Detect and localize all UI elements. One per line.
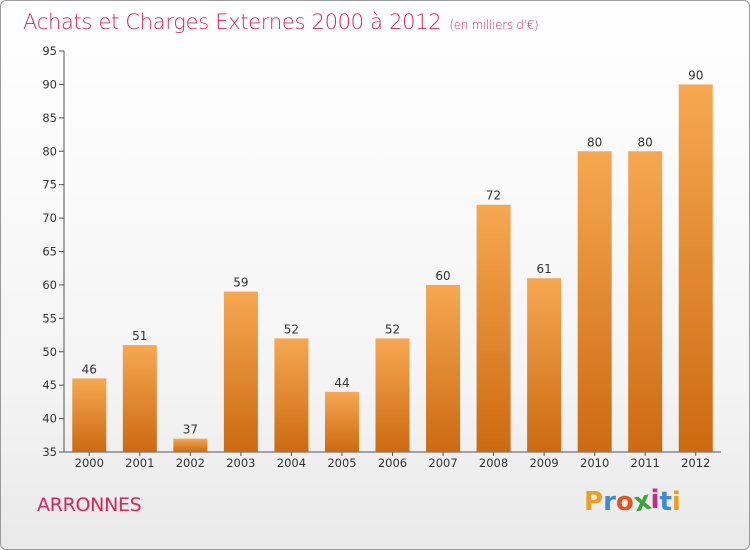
bar-2002 — [173, 438, 208, 452]
x-tick-label: 2007 — [428, 456, 457, 470]
chart-bars: 46 51 37 59 52 44 52 60 72 61 80 80 90 — [72, 68, 713, 453]
bar-2011 — [628, 151, 663, 452]
x-tick-label: 2012 — [681, 456, 710, 470]
y-tick-label: 65 — [42, 245, 57, 259]
bar-value-label: 61 — [536, 262, 551, 276]
x-tick-label: 2005 — [327, 456, 356, 470]
x-tick-label: 2006 — [378, 456, 407, 470]
bar-value-label: 72 — [486, 189, 501, 203]
chart-title: Achats et Charges Externes 2000 à 2012 (e… — [23, 7, 539, 37]
bar-2004 — [274, 338, 309, 452]
bar-value-label: 37 — [183, 423, 198, 437]
bar-2000 — [72, 378, 107, 452]
y-tick-label: 95 — [42, 44, 57, 58]
bar-value-label: 51 — [132, 329, 147, 343]
y-tick-label: 40 — [42, 412, 57, 426]
x-tick-label: 2000 — [75, 456, 104, 470]
bar-2001 — [122, 345, 157, 452]
x-tick-label: 2003 — [226, 456, 255, 470]
bar-value-label: 80 — [638, 135, 653, 149]
x-tick-label: 2011 — [631, 456, 660, 470]
y-tick-label: 85 — [42, 111, 57, 125]
x-tick-label: 2001 — [125, 456, 154, 470]
bar-2009 — [527, 278, 562, 452]
y-tick-label: 45 — [42, 378, 57, 392]
bar-2008 — [476, 204, 511, 452]
logo-letter: r — [603, 487, 616, 517]
bar-value-label: 90 — [688, 68, 703, 82]
y-tick-label: 35 — [42, 445, 57, 459]
bar-value-label: 46 — [82, 362, 97, 376]
y-tick-label: 90 — [42, 77, 57, 91]
y-tick-label: 60 — [42, 278, 57, 292]
logo-letter: i — [671, 487, 681, 517]
place-name: ARRONNES — [37, 494, 142, 516]
logo-letter: o — [615, 487, 634, 517]
x-tick-label: 2004 — [277, 456, 306, 470]
bar-value-label: 52 — [385, 322, 400, 336]
bar-2003 — [223, 291, 258, 452]
y-tick-label: 80 — [42, 144, 57, 158]
x-tick-label: 2008 — [479, 456, 508, 470]
x-tick-label: 2010 — [580, 456, 609, 470]
x-tick-label: 2009 — [529, 456, 558, 470]
bar-2007 — [426, 284, 461, 452]
bar-2005 — [324, 391, 359, 452]
y-tick-label: 70 — [42, 211, 57, 225]
proxiti-logo: Proxiti — [584, 485, 681, 518]
bar-2010 — [577, 151, 612, 452]
y-tick-label: 55 — [42, 311, 57, 325]
y-tick-label: 50 — [42, 345, 57, 359]
bar-value-label: 60 — [435, 269, 450, 283]
logo-letter: i — [650, 485, 660, 515]
logo-letter: t — [659, 487, 672, 517]
bar-value-label: 52 — [284, 322, 299, 336]
bar-value-label: 80 — [587, 135, 602, 149]
y-tick-label: 75 — [42, 178, 57, 192]
chart-axes: 35 40 45 50 55 60 65 70 75 80 85 90 95 2000 2001 2002 20… — [42, 44, 721, 470]
bar-2012 — [678, 84, 713, 453]
x-tick-label: 2002 — [176, 456, 205, 470]
chart-unit-note: (en milliers d'€) — [449, 18, 539, 32]
bar-value-label: 59 — [233, 276, 248, 290]
chart-title-text: Achats et Charges Externes 2000 à 2012 — [23, 10, 442, 34]
bar-value-label: 44 — [334, 376, 349, 390]
logo-letter: P — [584, 487, 604, 517]
bar-2006 — [375, 338, 410, 452]
